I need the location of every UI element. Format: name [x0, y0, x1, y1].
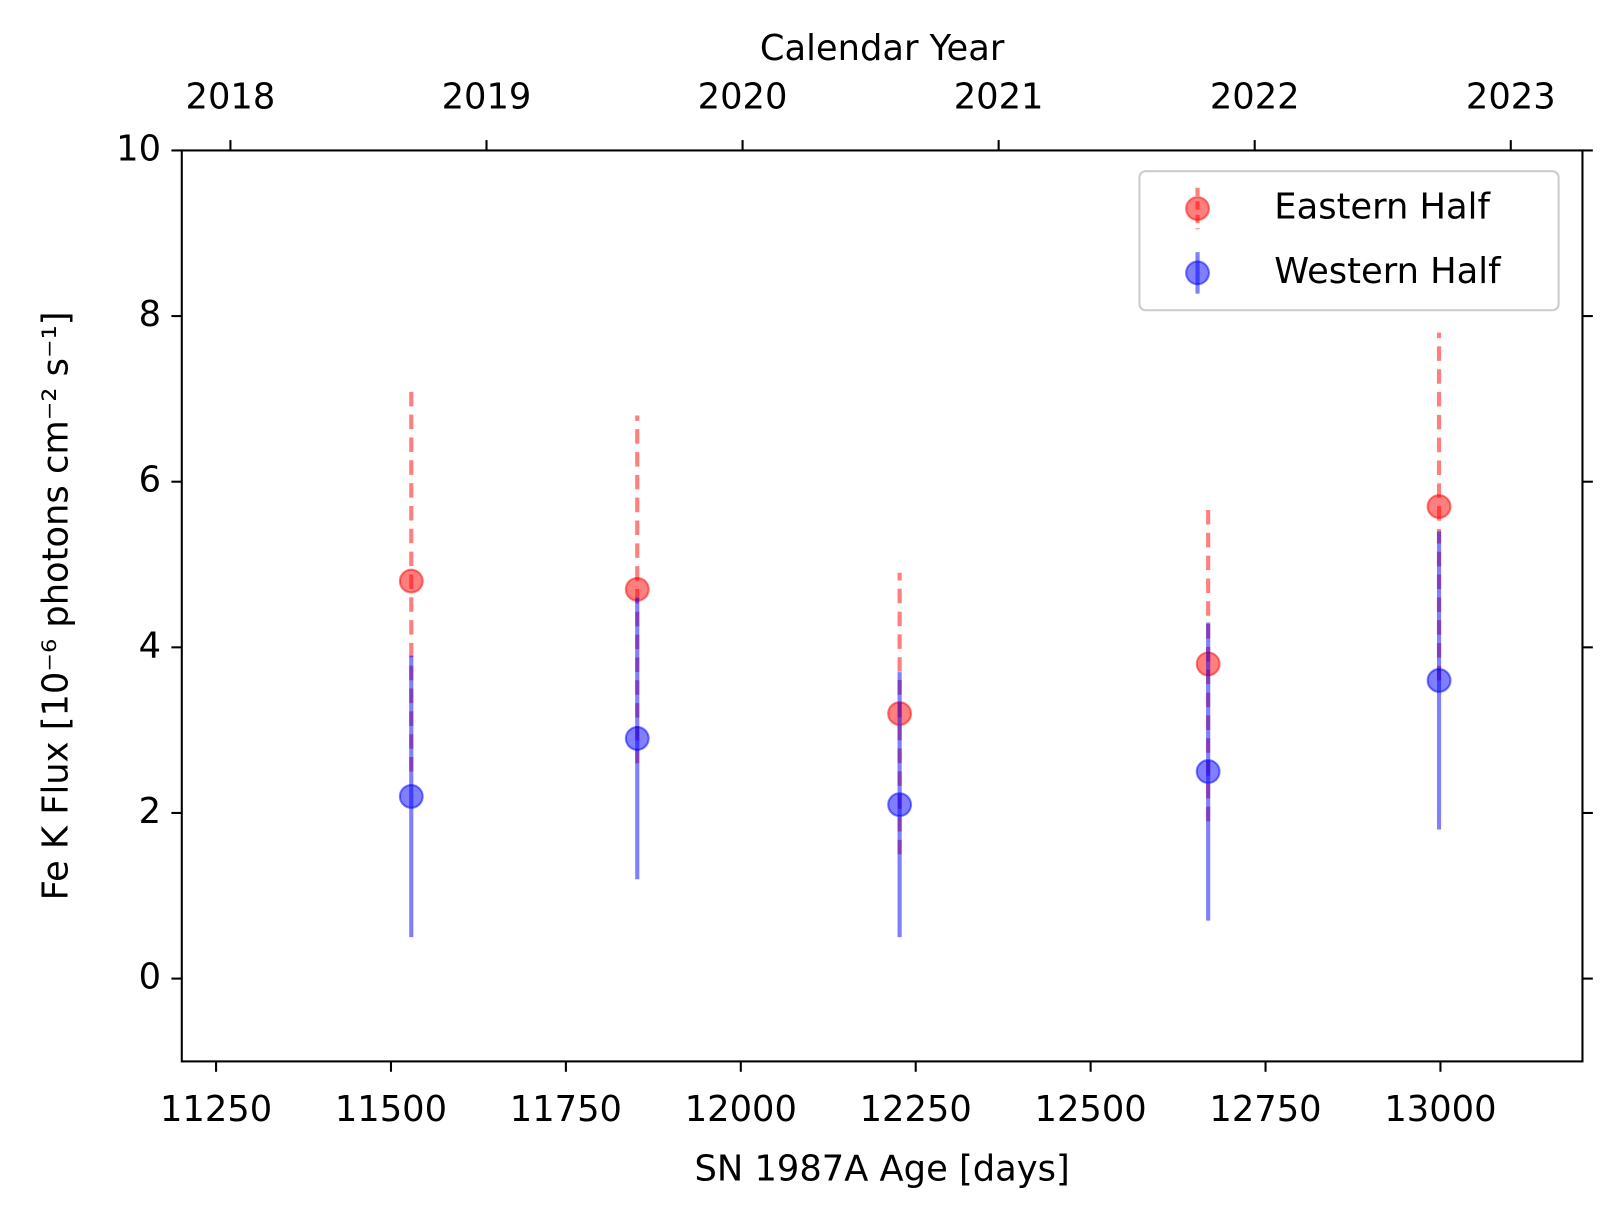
plot-frame [180, 149, 1584, 1063]
data-point [398, 568, 424, 594]
legend-box [1138, 170, 1560, 312]
data-point [1426, 668, 1452, 693]
x-tick-label: 12750 [1209, 1089, 1321, 1130]
y-tick-label: 6 [139, 460, 161, 501]
y-axis-label: Fe K Flux [10⁻⁶ photons cm⁻² s⁻¹] [35, 311, 76, 900]
data-point [887, 792, 913, 818]
legend-label: Eastern Half [1274, 187, 1491, 228]
x-tick-label: 11250 [160, 1089, 272, 1130]
x-tick-label: 12000 [685, 1089, 797, 1130]
y-tick-label: 0 [139, 957, 161, 998]
x-axis-label: SN 1987A Age [days] [695, 1148, 1070, 1189]
x-tick-label: 12250 [860, 1089, 972, 1130]
legend-label: Western Half [1274, 251, 1502, 292]
legend-marker [1185, 196, 1210, 221]
top-tick-label: 2023 [1466, 77, 1556, 118]
x-tick-label: 12500 [1035, 1089, 1147, 1130]
data-point [624, 576, 650, 602]
y-tick-label: 2 [139, 791, 161, 832]
top-tick-label: 2020 [698, 77, 788, 118]
x-tick-label: 11500 [335, 1089, 447, 1130]
top-tick-label: 2019 [442, 77, 532, 118]
y-tick-label: 8 [139, 294, 161, 335]
top-tick-label: 2018 [186, 77, 276, 118]
data-point [398, 783, 424, 809]
y-tick-label: 4 [139, 625, 161, 666]
data-point [624, 725, 650, 751]
legend-marker [1185, 260, 1210, 286]
y-tick-label: 10 [116, 128, 161, 169]
x-tick-label: 13000 [1384, 1089, 1496, 1130]
top-tick-label: 2022 [1210, 77, 1300, 118]
data-point [1426, 494, 1452, 519]
data-point [1195, 759, 1221, 785]
top-axis-label: Calendar Year [760, 28, 1005, 69]
top-tick-label: 2021 [954, 77, 1044, 118]
x-tick-label: 11750 [510, 1089, 622, 1130]
